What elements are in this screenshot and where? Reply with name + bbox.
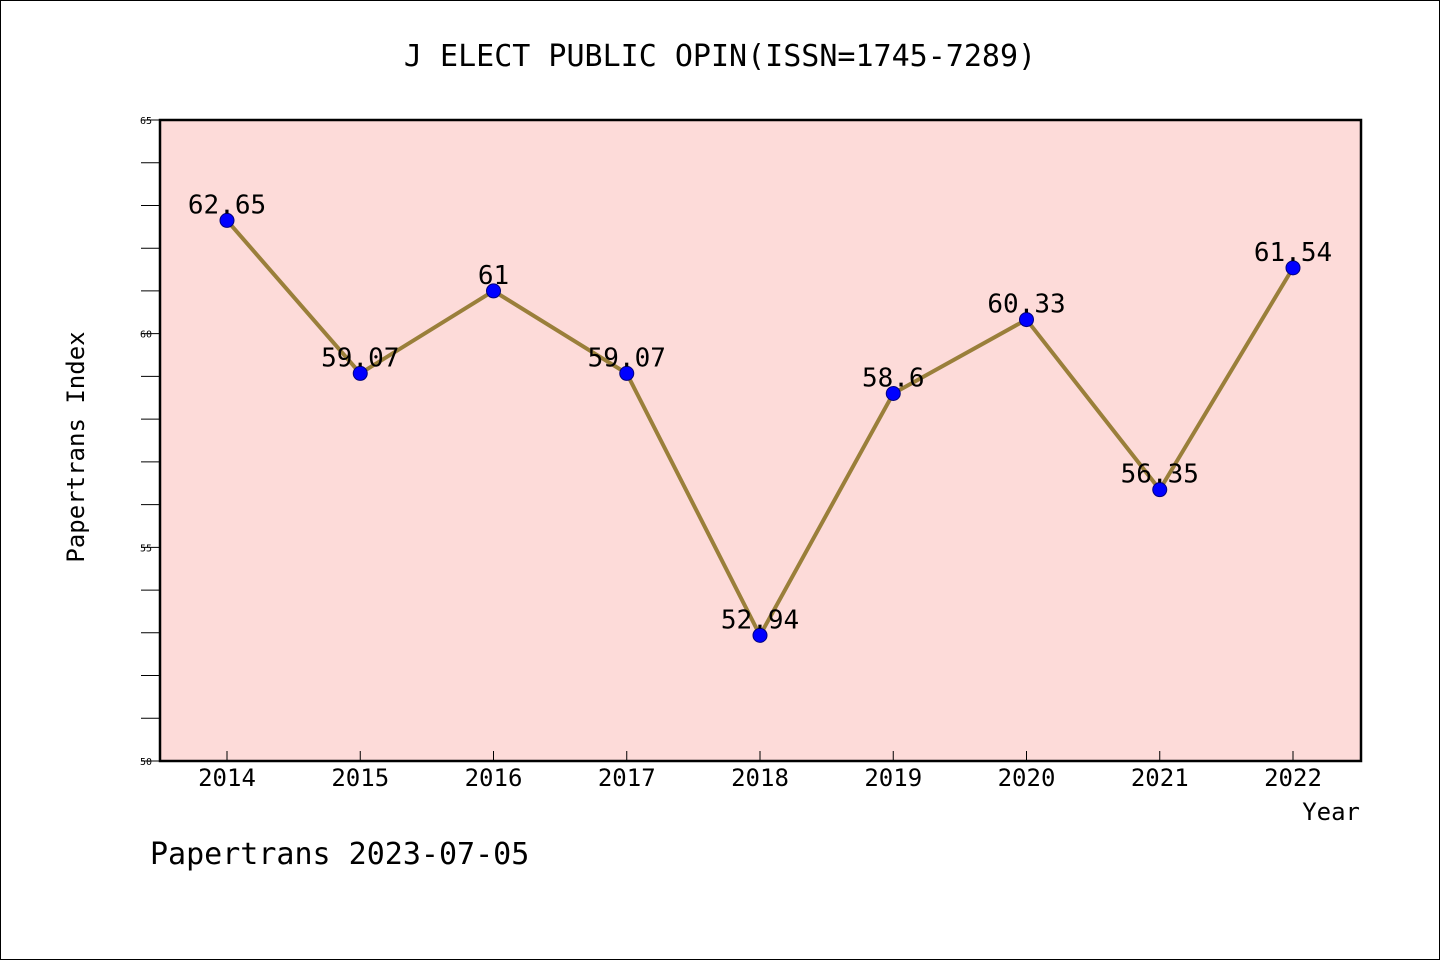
y-tick-label: 60 <box>140 330 152 341</box>
data-label: 60.33 <box>987 290 1065 320</box>
chart-title: J ELECT PUBLIC OPIN(ISSN=1745-7289) <box>404 39 1036 74</box>
x-tick-label: 2019 <box>864 764 922 792</box>
y-tick-label: 55 <box>140 543 152 554</box>
data-label: 52.94 <box>721 605 799 635</box>
x-axis-ticks: 2014 2015 2016 2017 2018 2019 2020 2021 2022 <box>198 751 1322 792</box>
data-point <box>885 385 901 401</box>
x-tick-label: 2021 <box>1131 764 1189 792</box>
x-tick-label: 2014 <box>198 764 256 792</box>
x-axis-label: Year <box>1302 798 1360 826</box>
data-point <box>486 283 501 299</box>
y-axis-ticks: 50 55 60 65 <box>140 116 159 768</box>
y-tick-label: 65 <box>140 116 152 127</box>
data-labels: 62.65 59.07 61 59.07 52.94 58.6 60.33 56.35 61.5… <box>188 190 1332 635</box>
plot-area <box>158 118 1363 763</box>
data-point <box>219 212 235 228</box>
x-tick-label: 2017 <box>598 764 656 792</box>
data-point <box>1152 482 1168 498</box>
x-tick-label: 2015 <box>331 764 389 792</box>
data-point-markers <box>219 212 1301 643</box>
data-label: 61 <box>478 261 509 291</box>
data-point <box>1285 260 1301 276</box>
data-label: 59.07 <box>321 343 399 373</box>
data-point <box>619 365 635 381</box>
data-label: 58.6 <box>862 363 925 393</box>
data-point <box>1019 312 1034 328</box>
data-point <box>752 627 768 643</box>
data-point <box>352 365 368 381</box>
data-label: 56.35 <box>1121 460 1199 490</box>
y-tick-label: 50 <box>140 757 152 768</box>
data-label: 62.65 <box>188 190 266 220</box>
x-tick-label: 2018 <box>731 764 789 792</box>
x-tick-label: 2022 <box>1264 764 1322 792</box>
data-label: 59.07 <box>588 343 666 373</box>
x-tick-label: 2020 <box>998 764 1056 792</box>
y-axis-label: Papertrans Index <box>62 331 90 562</box>
footer-source-date: Papertrans 2023-07-05 <box>150 837 529 872</box>
data-label: 61.54 <box>1254 238 1332 268</box>
x-tick-label: 2016 <box>465 764 523 792</box>
